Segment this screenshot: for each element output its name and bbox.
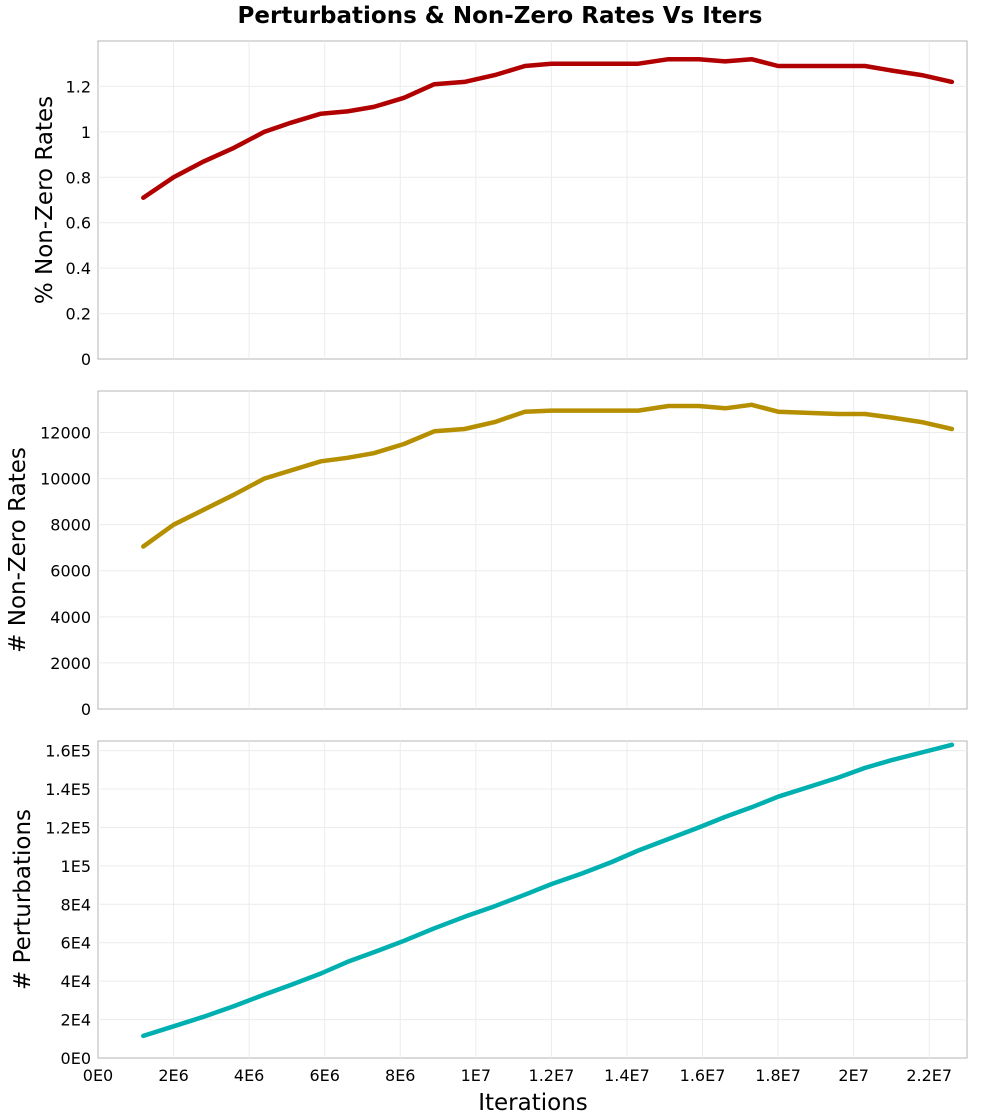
nonzero-count-y-tick-label: 0 [81, 700, 91, 719]
nonzero-count-plot-area [97, 390, 968, 710]
perturbations-y-axis-label: # Perturbations [10, 809, 36, 990]
nonzero-percent-series-line [141, 56, 955, 200]
panel-nonzero-count: 0 2000 4000 6000 8000 10000 12000 # Non-Zero Ra… [5, 390, 968, 719]
nonzero-count-series-line [141, 402, 955, 549]
x-tick-label: 1.2E7 [529, 1066, 575, 1085]
nonzero-count-y-tick-label: 10000 [40, 470, 91, 489]
x-tick-label: 1.4E7 [604, 1066, 650, 1085]
nonzero-percent-y-tick-label: 0.4 [66, 259, 91, 278]
x-tick-label: 1.6E7 [680, 1066, 726, 1085]
nonzero-percent-plot-area [97, 40, 968, 360]
perturbations-y-tick-label: 1.2E5 [45, 818, 91, 837]
x-tick-label: 1E7 [461, 1066, 491, 1085]
perturbations-y-tick-label: 1.6E5 [45, 742, 91, 761]
x-tick-label: 1.8E7 [755, 1066, 801, 1085]
x-tick-label: 4E6 [234, 1066, 264, 1085]
perturbations-y-tick-label: 6E4 [61, 934, 91, 953]
perturbations-series-line [141, 742, 955, 1039]
x-tick-label: 2.2E7 [906, 1066, 952, 1085]
x-tick-label: 8E6 [385, 1066, 415, 1085]
nonzero-percent-y-tick-label: 0.6 [66, 214, 91, 233]
nonzero-count-y-tick-label: 2000 [50, 654, 91, 673]
nonzero-percent-y-tick-label: 0.8 [66, 168, 91, 187]
nonzero-percent-y-tick-label: 0 [81, 350, 91, 369]
x-axis: 0E0 2E6 4E6 6E6 8E6 1E7 1.2E7 1.4E7 1.6E7 1.8E7 2E… [83, 1066, 952, 1085]
nonzero-percent-y-axis-label: % Non-Zero Rates [32, 96, 58, 304]
nonzero-percent-y-tick-label: 1.2 [66, 77, 91, 96]
perturbations-plot-area [97, 740, 968, 1059]
perturbations-y-tick-label: 8E4 [61, 895, 91, 914]
nonzero-count-y-axis-label: # Non-Zero Rates [5, 447, 31, 653]
nonzero-count-y-tick-label: 4000 [50, 608, 91, 627]
x-tick-label: 6E6 [309, 1066, 339, 1085]
perturbations-y-tick-label: 1E5 [61, 857, 91, 876]
perturbations-y-tick-label: 4E4 [61, 972, 91, 991]
x-tick-label: 2E6 [158, 1066, 188, 1085]
panel-nonzero-percent: 0 0.2 0.4 0.6 0.8 1 1.2 % Non-Zero Rates [32, 40, 968, 369]
panel-perturbations: 0E0 2E4 4E4 6E4 8E4 1E5 1.2E5 1.4E5 1.6E5 # Pertu… [10, 740, 968, 1068]
x-tick-label: 2E7 [838, 1066, 868, 1085]
nonzero-percent-y-tick-label: 0.2 [66, 305, 91, 324]
x-tick-label: 0E0 [83, 1066, 113, 1085]
nonzero-count-y-tick-label: 6000 [50, 562, 91, 581]
nonzero-percent-y-tick-label: 1 [81, 123, 91, 142]
perturbations-y-tick-label: 2E4 [61, 1011, 91, 1030]
perturbations-y-tick-label: 1.4E5 [45, 780, 91, 799]
nonzero-count-y-tick-label: 12000 [40, 423, 91, 442]
x-axis-label: Iterations [478, 1090, 588, 1116]
nonzero-count-y-tick-label: 8000 [50, 516, 91, 535]
perturbations-y-tick-label: 0E0 [61, 1049, 91, 1068]
chart-title: Perturbations & Non-Zero Rates Vs Iters [238, 3, 763, 29]
